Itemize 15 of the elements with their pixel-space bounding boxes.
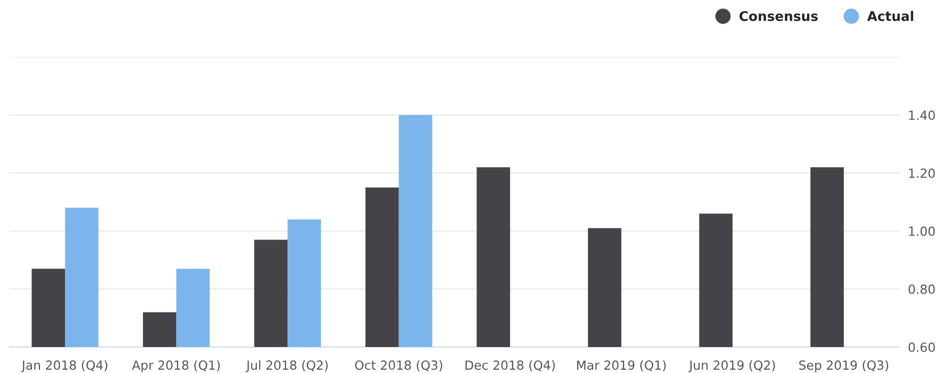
legend-label: Actual xyxy=(867,10,914,22)
y-tick-label: 0.80 xyxy=(908,284,935,294)
x-tick-label: Jan 2018 (Q4) xyxy=(21,360,108,372)
y-tick-label: 1.00 xyxy=(909,226,935,236)
legend-label: Consensus xyxy=(740,11,818,22)
y-tick-label: 1.40 xyxy=(909,110,935,120)
x-tick-label: Oct 2018 (Q3) xyxy=(355,360,442,372)
y-tick-label: 1.20 xyxy=(909,168,935,178)
x-tick-label: Apr 2018 (Q1) xyxy=(132,360,220,372)
x-tick-label: Jun 2019 (Q2) xyxy=(688,360,775,372)
x-tick-label: Jul 2018 (Q2) xyxy=(246,360,328,372)
x-tick-label: Mar 2019 (Q1) xyxy=(577,360,666,372)
x-tick-label: Sep 2019 (Q3) xyxy=(799,360,888,372)
y-tick-label: 0.60 xyxy=(908,342,935,352)
x-tick-label: Dec 2018 (Q4) xyxy=(466,360,555,372)
